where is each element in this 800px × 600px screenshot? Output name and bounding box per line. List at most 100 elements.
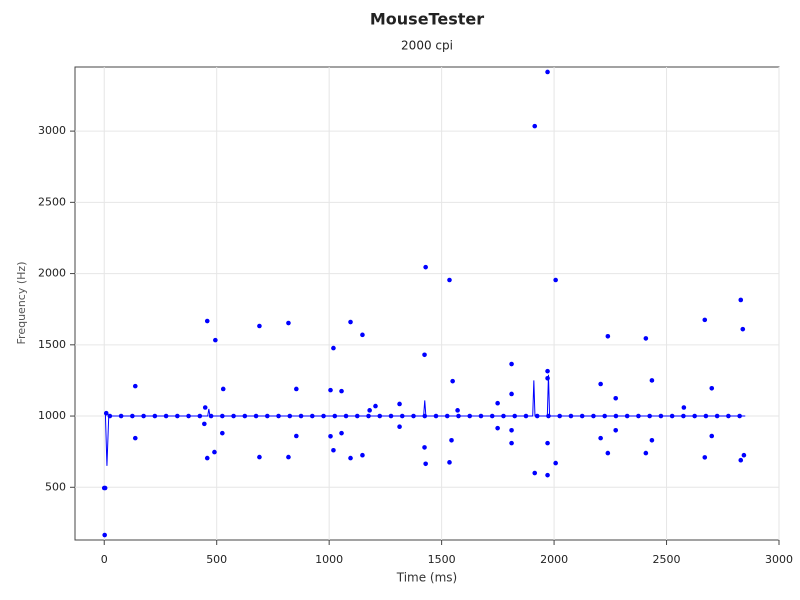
data-point	[495, 425, 500, 431]
data-point	[545, 375, 550, 381]
data-point	[294, 386, 299, 392]
data-point	[130, 413, 135, 419]
x-tick-label: 0	[101, 553, 108, 566]
data-point	[669, 413, 675, 419]
data-point	[658, 413, 664, 419]
data-point	[553, 277, 558, 283]
y-tick-label: 2000	[38, 267, 66, 280]
data-point	[388, 413, 394, 419]
data-point	[613, 395, 619, 401]
x-tick-label: 2000	[540, 553, 568, 566]
data-point	[545, 69, 550, 75]
data-point	[624, 413, 630, 419]
data-point	[489, 413, 495, 419]
data-point	[532, 470, 538, 476]
data-point	[702, 455, 708, 460]
data-point	[605, 333, 611, 339]
data-point	[366, 413, 371, 419]
x-tick-label: 1000	[315, 553, 343, 566]
data-point	[692, 413, 697, 419]
data-point	[118, 413, 124, 419]
data-point	[399, 413, 405, 419]
data-point	[102, 485, 108, 491]
data-point	[447, 277, 452, 283]
x-tick-label: 3000	[765, 553, 793, 566]
data-point	[204, 455, 210, 461]
data-point	[328, 433, 333, 439]
data-point	[737, 413, 742, 419]
data-point	[175, 413, 180, 419]
data-point	[433, 413, 439, 419]
data-point	[132, 383, 138, 389]
data-point	[220, 430, 225, 436]
data-point	[523, 413, 529, 419]
data-point	[649, 378, 655, 383]
data-point	[557, 413, 563, 419]
data-point	[501, 413, 506, 419]
data-point	[579, 413, 585, 419]
data-point	[360, 332, 365, 338]
data-point	[294, 433, 299, 439]
data-point	[331, 345, 336, 351]
data-point	[321, 413, 326, 419]
data-point	[377, 413, 383, 419]
data-point	[348, 319, 353, 325]
data-point	[309, 413, 315, 419]
data-point	[598, 435, 603, 441]
data-point	[449, 437, 454, 443]
data-point	[287, 413, 293, 419]
data-point	[204, 318, 210, 324]
data-point	[202, 405, 208, 410]
data-point	[411, 413, 416, 419]
data-point	[298, 413, 304, 419]
x-tick-label: 500	[206, 553, 227, 566]
data-point	[286, 320, 291, 326]
data-point	[132, 435, 138, 441]
data-point	[568, 413, 574, 419]
data-point	[703, 413, 709, 419]
x-tick-label: 2500	[653, 553, 681, 566]
data-point	[202, 421, 207, 427]
data-point	[553, 460, 558, 466]
data-point	[343, 413, 349, 419]
data-point	[141, 413, 146, 419]
y-tick-label: 1500	[38, 338, 66, 351]
data-point	[467, 413, 473, 419]
y-tick-label: 3000	[38, 124, 66, 137]
data-point	[709, 385, 715, 391]
data-point	[598, 381, 603, 387]
data-point	[397, 401, 402, 407]
data-point	[456, 413, 461, 419]
data-point	[447, 460, 452, 465]
data-point	[591, 413, 596, 419]
data-point	[213, 337, 218, 343]
data-point	[532, 123, 538, 129]
data-point	[740, 326, 746, 332]
data-point	[702, 317, 708, 323]
data-point	[186, 413, 191, 419]
data-point	[613, 427, 619, 433]
data-point	[212, 449, 217, 455]
data-point	[738, 297, 744, 303]
x-tick-label: 1500	[428, 553, 456, 566]
data-point	[545, 440, 550, 446]
data-point	[709, 433, 715, 439]
data-point	[613, 413, 619, 419]
data-point	[643, 336, 649, 341]
data-point	[455, 408, 460, 413]
data-point	[450, 378, 455, 384]
data-point	[348, 455, 353, 461]
chart-subtitle: 2000 cpi	[401, 39, 453, 53]
data-point	[257, 323, 262, 329]
data-point	[328, 387, 333, 393]
data-point	[103, 410, 109, 416]
data-point	[649, 437, 655, 443]
y-tick-label: 2500	[38, 195, 66, 208]
data-point	[478, 413, 484, 419]
data-point	[197, 413, 203, 419]
data-point	[422, 445, 427, 450]
data-point	[444, 413, 450, 419]
data-point	[253, 413, 259, 419]
data-point	[605, 450, 611, 456]
